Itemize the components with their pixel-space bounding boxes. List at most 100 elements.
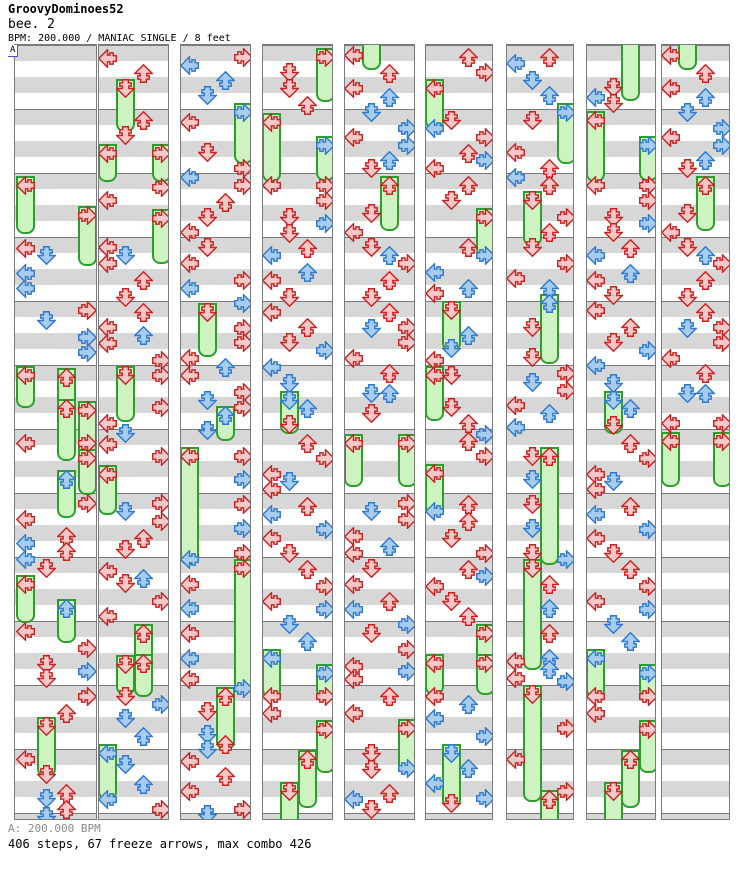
note-arrow-down bbox=[116, 246, 135, 265]
note-arrow-right bbox=[639, 214, 655, 233]
note-arrow-right bbox=[557, 550, 573, 569]
note-arrow-left-freeze-head bbox=[263, 113, 281, 132]
note-arrow-right-freeze-head bbox=[78, 206, 96, 225]
note-arrow-left bbox=[263, 529, 281, 548]
note-arrow-right bbox=[398, 119, 414, 138]
note-arrow-left bbox=[507, 652, 525, 671]
note-arrow-right bbox=[398, 640, 414, 659]
note-arrow-down bbox=[280, 544, 299, 563]
note-arrow-right bbox=[78, 434, 96, 453]
note-arrow-down bbox=[604, 223, 623, 242]
note-arrow-up bbox=[134, 727, 153, 746]
note-arrow-right-freeze-head bbox=[476, 654, 492, 673]
note-arrow-up bbox=[298, 632, 317, 651]
note-arrow-left bbox=[181, 279, 199, 298]
note-arrow-down bbox=[116, 288, 135, 307]
note-arrow-up bbox=[540, 599, 559, 618]
note-arrow-down bbox=[116, 687, 135, 706]
note-arrow-right-freeze-head bbox=[316, 136, 332, 155]
note-arrow-left bbox=[99, 238, 117, 257]
note-arrow-left bbox=[587, 704, 605, 723]
note-arrow-up bbox=[696, 88, 715, 107]
note-arrow-left bbox=[587, 176, 605, 195]
note-arrow-left bbox=[345, 704, 363, 723]
note-arrow-left bbox=[587, 687, 605, 706]
note-arrow-up bbox=[459, 759, 478, 778]
note-arrow-right bbox=[316, 520, 332, 539]
chart-column-2 bbox=[98, 44, 169, 820]
note-arrow-up-freeze-head bbox=[134, 624, 153, 643]
note-arrow-right bbox=[557, 719, 573, 738]
note-arrow-right bbox=[639, 449, 655, 468]
note-arrow-down bbox=[37, 765, 56, 784]
note-arrow-right bbox=[152, 351, 168, 370]
chart-column-6 bbox=[425, 44, 493, 820]
note-arrow-left bbox=[263, 246, 281, 265]
note-arrow-left-freeze-head bbox=[426, 79, 444, 98]
note-arrow-down-freeze-head bbox=[116, 655, 135, 674]
note-arrow-right bbox=[78, 494, 96, 513]
note-arrow-down bbox=[362, 159, 381, 178]
note-arrow-down-freeze-head bbox=[604, 782, 623, 801]
note-arrow-down-freeze-head bbox=[37, 717, 56, 736]
note-arrow-up-freeze-head bbox=[540, 790, 559, 809]
note-arrow-up bbox=[696, 364, 715, 383]
note-arrow-up-freeze-head bbox=[540, 294, 559, 313]
note-arrow-right bbox=[476, 727, 492, 746]
note-arrow-up bbox=[459, 279, 478, 298]
note-arrow-left bbox=[181, 575, 199, 594]
note-arrow-left bbox=[662, 79, 680, 98]
note-arrow-right-freeze-head bbox=[234, 103, 250, 122]
note-arrow-left bbox=[263, 176, 281, 195]
note-arrow-down bbox=[116, 709, 135, 728]
note-arrow-up bbox=[696, 246, 715, 265]
note-arrow-right bbox=[713, 254, 729, 273]
note-arrow-right bbox=[639, 687, 655, 706]
note-arrow-left bbox=[345, 575, 363, 594]
note-arrow-right bbox=[557, 782, 573, 801]
note-arrow-right bbox=[398, 759, 414, 778]
note-arrow-down-freeze-head bbox=[198, 303, 217, 322]
note-arrow-right bbox=[316, 191, 332, 210]
note-arrow-down bbox=[198, 725, 217, 744]
note-arrow-left bbox=[16, 264, 35, 283]
note-arrow-up bbox=[459, 48, 478, 67]
note-arrow-right-freeze-head bbox=[316, 48, 332, 67]
note-arrow-left bbox=[181, 254, 199, 273]
bpm-difficulty-info: BPM: 200.000 / MANIAC SINGLE / 8 feet bbox=[8, 33, 231, 44]
note-arrow-left bbox=[507, 669, 525, 688]
note-arrow-up bbox=[540, 575, 559, 594]
note-arrow-up bbox=[380, 687, 399, 706]
note-arrow-right-freeze-head bbox=[639, 136, 655, 155]
note-arrow-right bbox=[152, 512, 168, 531]
note-arrow-up bbox=[621, 264, 640, 283]
note-arrow-right bbox=[713, 414, 729, 433]
note-arrow-up bbox=[380, 364, 399, 383]
note-arrow-left bbox=[426, 577, 444, 596]
note-arrow-up-freeze-head bbox=[380, 176, 399, 195]
note-arrow-up bbox=[298, 239, 317, 258]
note-arrow-left bbox=[181, 550, 199, 569]
note-arrow-down bbox=[362, 624, 381, 643]
note-arrow-up-freeze-head bbox=[57, 368, 76, 387]
note-arrow-left bbox=[345, 790, 363, 809]
note-arrow-up bbox=[540, 660, 559, 679]
note-arrow-up bbox=[380, 151, 399, 170]
note-arrow-left bbox=[345, 79, 363, 98]
note-arrow-left bbox=[181, 349, 199, 368]
note-arrow-left bbox=[587, 505, 605, 524]
note-arrow-down bbox=[198, 702, 217, 721]
note-arrow-down bbox=[116, 540, 135, 559]
note-arrow-right bbox=[557, 672, 573, 691]
chart-column-5 bbox=[344, 44, 415, 820]
note-arrow-down bbox=[678, 103, 697, 122]
note-arrow-down bbox=[604, 416, 623, 435]
note-arrow-left bbox=[587, 480, 605, 499]
section-marker-a: A bbox=[8, 45, 19, 57]
note-arrow-left bbox=[99, 49, 117, 68]
note-arrow-down bbox=[604, 78, 623, 97]
note-arrow-right-freeze-head bbox=[713, 432, 729, 451]
note-arrow-left bbox=[263, 358, 281, 377]
note-arrow-right-freeze-head bbox=[639, 664, 655, 683]
note-arrow-up bbox=[459, 176, 478, 195]
